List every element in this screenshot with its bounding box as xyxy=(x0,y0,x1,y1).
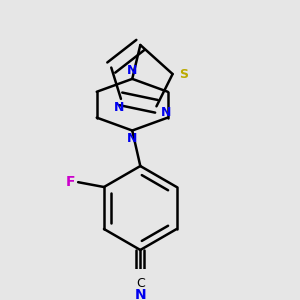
Text: S: S xyxy=(179,68,188,80)
Text: C: C xyxy=(136,278,145,290)
Text: F: F xyxy=(65,175,75,189)
Text: N: N xyxy=(127,132,137,145)
Text: N: N xyxy=(127,64,137,77)
Text: N: N xyxy=(134,288,146,300)
Text: N: N xyxy=(114,101,124,114)
Text: N: N xyxy=(161,106,171,118)
